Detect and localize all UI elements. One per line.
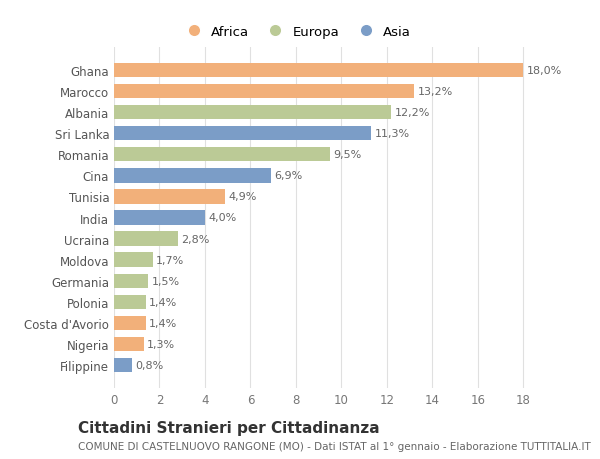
Bar xyxy=(114,190,226,204)
Bar xyxy=(114,295,146,309)
Text: 6,9%: 6,9% xyxy=(274,171,302,181)
Bar xyxy=(114,127,371,141)
Bar xyxy=(114,358,132,372)
Text: Cittadini Stranieri per Cittadinanza: Cittadini Stranieri per Cittadinanza xyxy=(78,420,380,435)
Bar xyxy=(114,316,146,330)
Text: 1,4%: 1,4% xyxy=(149,297,178,307)
Text: 0,8%: 0,8% xyxy=(136,360,164,370)
Text: 1,4%: 1,4% xyxy=(149,318,178,328)
Text: 11,3%: 11,3% xyxy=(374,129,409,139)
Bar xyxy=(114,64,523,78)
Text: 18,0%: 18,0% xyxy=(527,66,562,76)
Bar xyxy=(114,106,391,120)
Bar xyxy=(114,337,143,352)
Bar xyxy=(114,232,178,246)
Text: 1,3%: 1,3% xyxy=(147,339,175,349)
Text: 1,5%: 1,5% xyxy=(152,276,179,286)
Text: 9,5%: 9,5% xyxy=(334,150,362,160)
Text: 13,2%: 13,2% xyxy=(418,87,453,97)
Text: 4,9%: 4,9% xyxy=(229,192,257,202)
Bar xyxy=(114,169,271,183)
Bar xyxy=(114,274,148,288)
Bar xyxy=(114,253,152,267)
Text: 12,2%: 12,2% xyxy=(395,108,430,118)
Bar xyxy=(114,148,330,162)
Legend: Africa, Europa, Asia: Africa, Europa, Asia xyxy=(181,26,410,39)
Text: 1,7%: 1,7% xyxy=(156,255,184,265)
Bar xyxy=(114,211,205,225)
Text: 2,8%: 2,8% xyxy=(181,234,209,244)
Text: COMUNE DI CASTELNUOVO RANGONE (MO) - Dati ISTAT al 1° gennaio - Elaborazione TUT: COMUNE DI CASTELNUOVO RANGONE (MO) - Dat… xyxy=(78,441,591,451)
Bar xyxy=(114,84,414,99)
Text: 4,0%: 4,0% xyxy=(208,213,236,223)
